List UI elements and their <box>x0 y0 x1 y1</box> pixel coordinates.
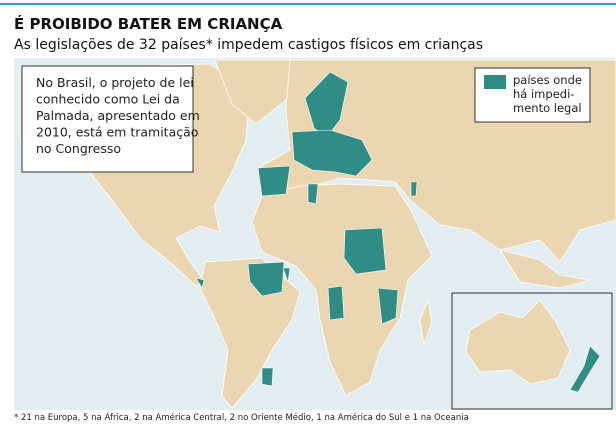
legend-swatch <box>484 75 506 89</box>
note-line: 2010, está em tramitação <box>36 125 198 140</box>
legend-line: países onde <box>513 73 582 87</box>
note-line: Palmada, apresentado em <box>36 108 200 123</box>
new-zealand <box>569 345 601 393</box>
note-line: no Congresso <box>36 141 121 156</box>
note-line: No Brasil, o projeto de lei <box>36 75 194 90</box>
footnote: * 21 na Europa, 5 na África, 2 na Améric… <box>14 411 469 423</box>
subtitle: As legislações de 32 países* impedem cas… <box>14 37 483 53</box>
note-text: No Brasil, o projeto de lei conhecido com… <box>36 75 200 156</box>
australia <box>465 299 571 385</box>
note-box <box>21 65 194 173</box>
legend-line: há impedi- <box>513 87 574 101</box>
legend-line: mento legal <box>513 101 582 115</box>
note-line: conhecido como Lei da <box>36 92 180 107</box>
highlighted-countries <box>195 71 418 387</box>
title: É PROIBIDO BATER EM CRIANÇA <box>14 14 283 33</box>
